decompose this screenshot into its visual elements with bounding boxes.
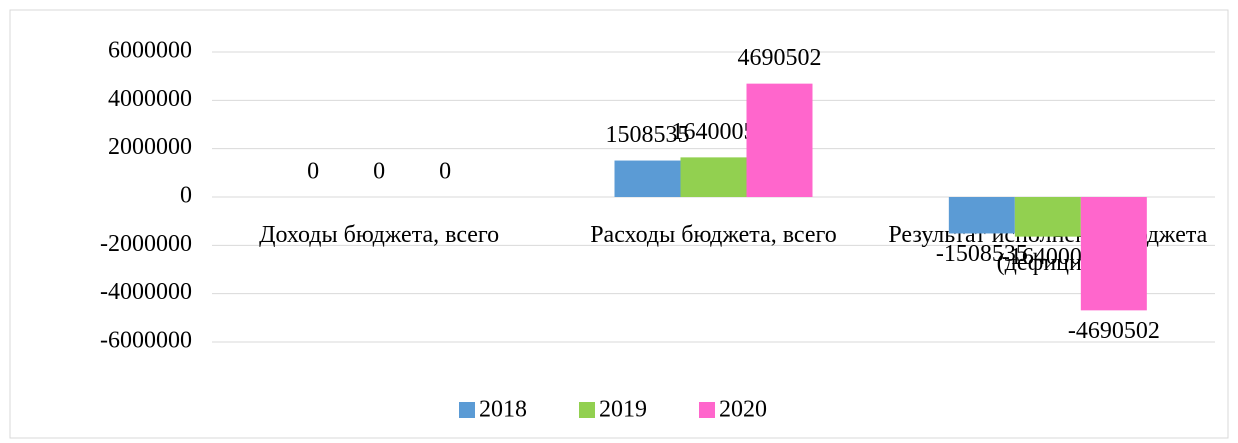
bar [1080,197,1147,311]
data-label: 0 [307,159,319,185]
x-tick-label: Доходы бюджета, всего [259,222,500,248]
y-tick-label: -6000000 [100,328,192,354]
legend-swatch [699,402,715,418]
bar [614,160,681,197]
data-label: 1508535 [606,122,690,148]
y-tick-label: 2000000 [108,134,192,160]
data-label: -1640005 [1002,244,1094,270]
y-tick-label: -4000000 [100,279,192,305]
bar [680,157,747,197]
bar [948,197,1015,234]
legend-label: 2019 [599,397,647,423]
x-tick-label-box: Расходы бюджета, всего [590,222,837,248]
legend-label: 2020 [719,397,767,423]
y-tick-label: 4000000 [108,86,192,112]
legend-swatch [579,402,595,418]
data-label: 4690502 [738,45,822,71]
y-tick-label: 0 [180,183,192,209]
y-tick-label: -2000000 [100,231,192,257]
data-label: -1508535 [936,241,1028,267]
data-label: 0 [373,159,385,185]
data-label: 1640005 [672,119,756,145]
legend-swatch [459,402,475,418]
data-label: -4690502 [1068,318,1160,344]
y-tick-label: 6000000 [108,38,192,64]
x-tick-label-box: Доходы бюджета, всего [259,222,500,248]
x-tick-label: Расходы бюджета, всего [590,222,837,248]
bar [746,83,813,197]
data-label: 0 [439,159,451,185]
bar [1014,197,1081,237]
legend-label: 2018 [479,397,527,423]
